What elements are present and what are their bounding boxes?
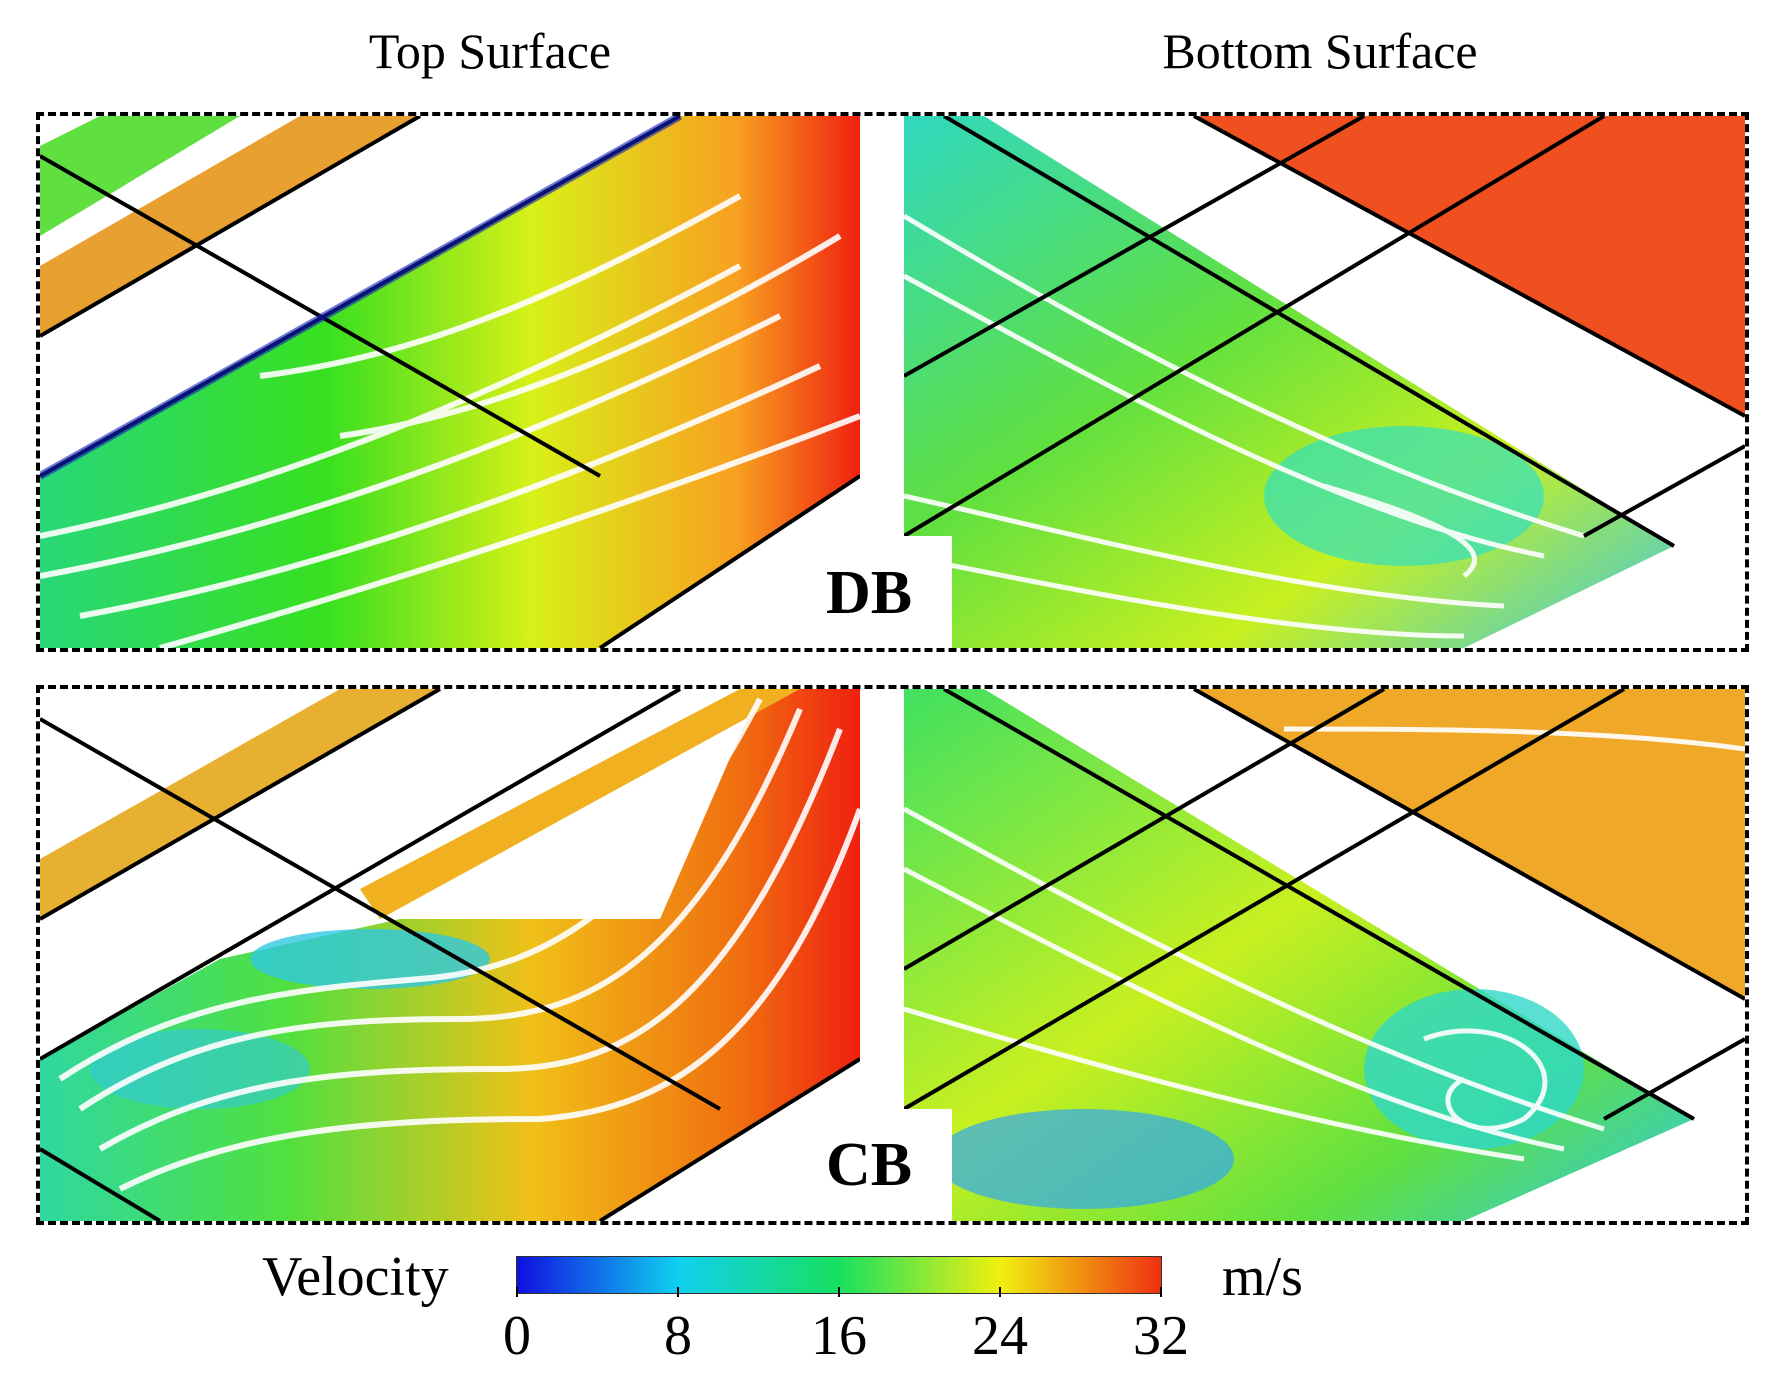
colorbar-tick-label: 24 bbox=[972, 1305, 1028, 1367]
colorbar-units: m/s bbox=[1222, 1246, 1303, 1308]
flow-field-cb-bottom-surface bbox=[904, 689, 1745, 1221]
column-title-bottom-surface: Bottom Surface bbox=[1162, 23, 1478, 79]
flow-field-cb-top-surface bbox=[40, 689, 860, 1221]
colorbar-tick-mark bbox=[1160, 1287, 1162, 1297]
flow-field-db-bottom-surface bbox=[904, 116, 1745, 648]
colorbar-tick-mark bbox=[516, 1287, 518, 1297]
colorbar-tick-mark bbox=[677, 1287, 679, 1297]
colorbar-tick-label: 8 bbox=[664, 1305, 692, 1367]
case-frame-cb bbox=[36, 685, 1749, 1225]
colorbar-tick-label: 0 bbox=[503, 1305, 531, 1367]
colorbar-tick-mark bbox=[838, 1287, 840, 1297]
colorbar-tick-label: 16 bbox=[811, 1305, 867, 1367]
column-title-top-surface: Top Surface bbox=[368, 23, 612, 79]
case-label-cb: CB bbox=[826, 1131, 913, 1199]
case-frame-db bbox=[36, 112, 1749, 652]
colorbar-tick-label: 32 bbox=[1133, 1305, 1189, 1367]
flow-field-db-top-surface bbox=[40, 116, 860, 648]
case-label-db: DB bbox=[826, 559, 913, 627]
colorbar-title: Velocity bbox=[262, 1246, 449, 1308]
colorbar-tick-mark bbox=[999, 1287, 1001, 1297]
